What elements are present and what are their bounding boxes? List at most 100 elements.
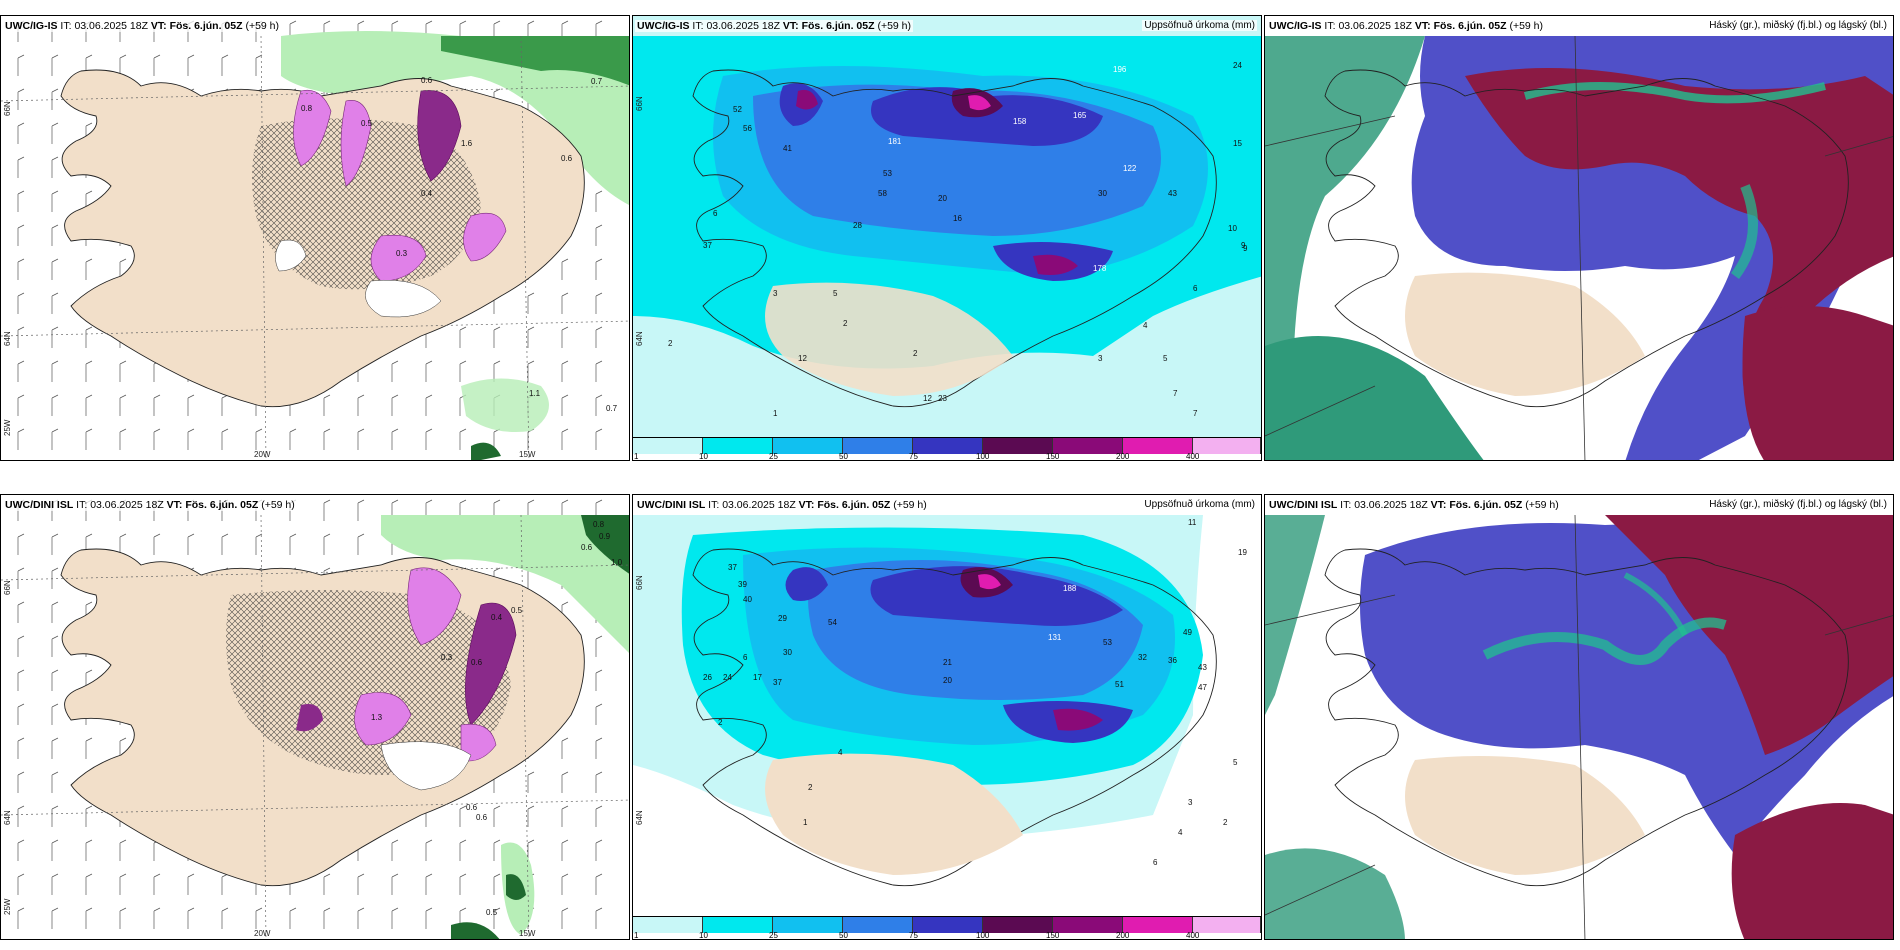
value-label: 30: [783, 648, 792, 657]
value-label: 21: [943, 658, 952, 667]
value-label: 0.6: [471, 658, 483, 667]
value-label: 37: [773, 678, 782, 687]
value-label: 1.1: [529, 389, 541, 398]
panel-clouds-igis: UWC/IG-IS IT: 03.06.2025 18Z VT: Fös. 6.…: [1264, 15, 1894, 461]
value-label: 41: [783, 144, 792, 153]
value-label: 0.9: [599, 532, 611, 541]
valid-time: Fös. 6.jún. 05Z: [185, 499, 259, 511]
precip-colorbar: 1 10 25 50 75 100 150 200 400: [633, 437, 1261, 460]
field-title: Uppsöfnuð úrkoma (mm): [1142, 499, 1257, 510]
colorbar-swatch: [703, 438, 773, 454]
value-label: 30: [1098, 189, 1107, 198]
model-name: UWC/IG-IS: [637, 20, 690, 32]
value-label: 0.6: [581, 543, 593, 552]
colorbar-swatch: [1123, 438, 1193, 454]
value-label: 0.5: [486, 908, 498, 917]
value-label: 36: [1168, 656, 1177, 665]
value-label: 0.6: [476, 813, 488, 822]
axis-label-lat: 64N: [3, 331, 12, 346]
lead-time: (+59 h): [893, 499, 927, 511]
value-label: 165: [1073, 111, 1087, 120]
colorbar-swatch: [1193, 438, 1261, 454]
axis-label-lat: 66N: [635, 575, 644, 590]
lead-time: (+59 h): [1525, 499, 1559, 511]
value-label: 5: [1233, 758, 1238, 767]
value-label: 6: [1193, 284, 1198, 293]
value-label: 56: [743, 124, 752, 133]
colorbar-tick: 200: [1116, 452, 1130, 461]
lead-time: (+59 h): [877, 20, 912, 32]
iceland-outline: [692, 69, 1217, 408]
value-label: 1.0: [611, 558, 623, 567]
value-label: 6: [743, 653, 748, 662]
it-label: IT:: [76, 499, 88, 511]
value-label: 4: [838, 748, 843, 757]
panel-precip-type-dini: UWC/DINI ISL IT: 03.06.2025 18Z VT: Fös.…: [0, 494, 630, 940]
value-label: 37: [728, 563, 737, 572]
value-label: 2: [718, 718, 723, 727]
value-label: 49: [1183, 628, 1192, 637]
field-title: Uppsöfnuð úrkoma (mm): [1142, 20, 1257, 31]
colorbar-swatch: [703, 917, 773, 933]
valid-time: Fös. 6.jún. 05Z: [817, 499, 891, 511]
panel-title: UWC/IG-IS IT: 03.06.2025 18Z VT: Fös. 6.…: [3, 20, 282, 32]
panel-title: UWC/IG-IS IT: 03.06.2025 18Z VT: Fös. 6.…: [635, 20, 914, 32]
value-label: 122: [1123, 164, 1137, 173]
colorbar-tick: 25: [769, 452, 778, 461]
colorbar-swatch: [1193, 917, 1261, 933]
value-label: 10: [1228, 224, 1237, 233]
colorbar-tick: 1: [634, 452, 639, 461]
it-label: IT:: [1340, 499, 1352, 511]
axis-label-lat: 66N: [635, 96, 644, 111]
value-label: 7: [1193, 409, 1198, 418]
value-label: 11: [1188, 518, 1197, 527]
axis-label-lat: 64N: [3, 810, 12, 825]
map-canvas: [1265, 16, 1893, 460]
value-label: 20: [943, 676, 952, 685]
vt-label: VT:: [798, 499, 815, 511]
axis-label-lon: 15W: [519, 450, 536, 459]
value-label: 24: [723, 673, 732, 682]
axis-label-lat: 64N: [635, 331, 644, 346]
value-label: 2: [668, 339, 673, 348]
panel-clouds-dini: UWC/DINI ISL IT: 03.06.2025 18Z VT: Fös.…: [1264, 494, 1894, 940]
axis-label-lat: 64N: [635, 810, 644, 825]
valid-time: Fös. 6.jún. 05Z: [801, 20, 875, 32]
colorbar-tick: 150: [1046, 931, 1060, 940]
value-label: 47: [1198, 683, 1207, 692]
model-name: UWC/DINI ISL: [5, 499, 74, 511]
value-label: 188: [1063, 584, 1077, 593]
colorbar-tick: 50: [839, 452, 848, 461]
value-label: 196: [1113, 65, 1127, 74]
colorbar-swatch: [1123, 917, 1193, 933]
colorbar-swatch: [983, 917, 1053, 933]
colorbar-tick: 75: [909, 452, 918, 461]
colorbar-swatch: [1053, 917, 1123, 933]
map-canvas: [1265, 495, 1893, 939]
panel-title: UWC/IG-IS IT: 03.06.2025 18Z VT: Fös. 6.…: [1267, 20, 1546, 32]
model-name: UWC/IG-IS: [5, 20, 58, 32]
init-time: 03.06.2025 18Z: [706, 20, 780, 32]
value-label: 2: [808, 783, 813, 792]
value-label: 2: [843, 319, 848, 328]
colorbar-swatch: [843, 917, 913, 933]
value-label: 5: [1163, 354, 1168, 363]
value-label: 0.6: [561, 154, 573, 163]
it-label: IT:: [60, 20, 72, 32]
value-label: 23: [938, 394, 947, 403]
lead-time: (+59 h): [1509, 20, 1544, 32]
panel-title: UWC/DINI ISL IT: 03.06.2025 18Z VT: Fös.…: [3, 499, 297, 511]
panel-title: UWC/DINI ISL IT: 03.06.2025 18Z VT: Fös.…: [1267, 499, 1561, 511]
axis-label-lat: 66N: [3, 101, 12, 116]
value-label: 181: [888, 137, 902, 146]
value-label: 17: [753, 673, 762, 682]
colorbar-swatch: [983, 438, 1053, 454]
vt-label: VT:: [166, 499, 183, 511]
precip-dark-green: [441, 36, 629, 86]
map-canvas: 0.6 0.7 0.8 0.5 0.4 1.6 0.3 1.1 0.7 0.6: [1, 16, 629, 460]
value-label: 0.6: [466, 803, 478, 812]
value-label: 19: [1238, 548, 1247, 557]
value-label: 53: [883, 169, 892, 178]
value-label: 32: [1138, 653, 1147, 662]
panel-accum-precip-dini: UWC/DINI ISL IT: 03.06.2025 18Z VT: Fös.…: [632, 494, 1262, 940]
